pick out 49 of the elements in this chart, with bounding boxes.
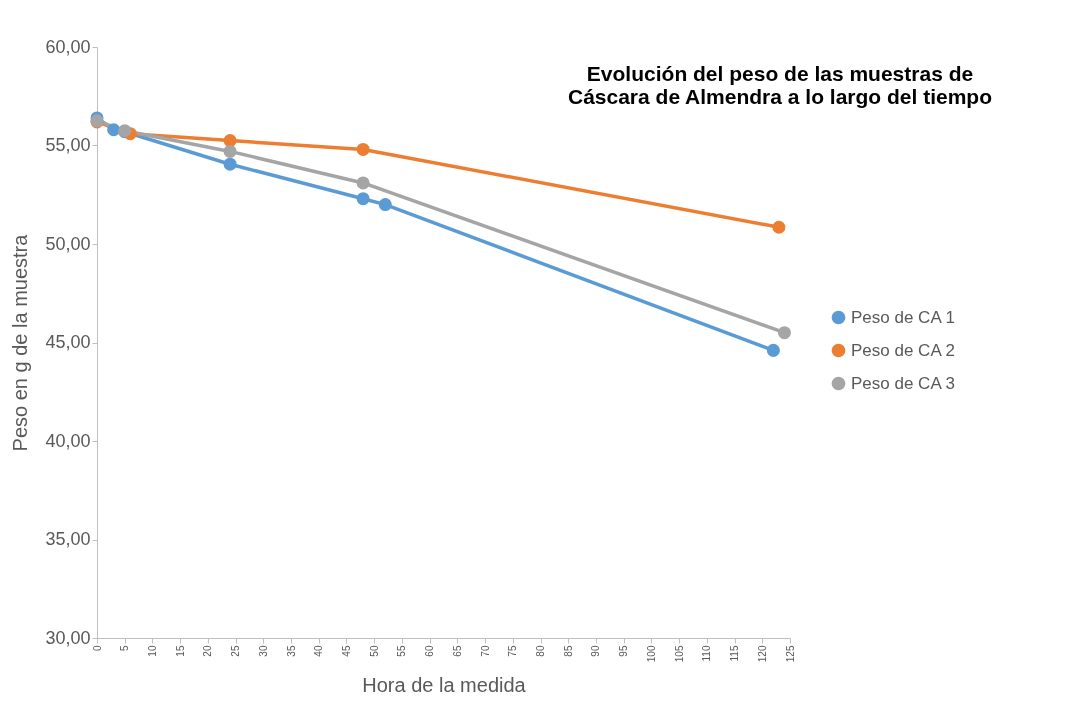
point <box>378 198 392 212</box>
x-tick-label: 70 <box>479 645 491 657</box>
x-tick-label: 0 <box>91 645 103 652</box>
x-axis-title: Hora de la medida <box>362 674 527 697</box>
legend-label: Peso de CA 3 <box>851 373 955 393</box>
text: Evolución del peso de las muestras de Cáscara de Almendra a lo largo del tiempo <box>567 62 993 108</box>
y-tick-label: 55,00 <box>45 135 91 155</box>
y-tick-label: 35,00 <box>45 529 91 549</box>
x-tick-label: 60 <box>424 645 436 657</box>
point <box>356 142 370 156</box>
x-tick-label: 115 <box>729 645 741 662</box>
x-tick-label: 95 <box>618 645 630 657</box>
point <box>356 176 370 190</box>
x-tick-label: 45 <box>340 645 352 657</box>
x-tick-label: 35 <box>285 645 297 657</box>
y-tick-label: 60,00 <box>45 36 91 57</box>
x-tick-label: 40 <box>313 645 325 657</box>
x-tick-label: 90 <box>590 645 602 657</box>
x-tick-label: 65 <box>451 645 463 657</box>
point <box>772 220 786 234</box>
x-tick-label: 15 <box>174 645 186 657</box>
x-tick-label: 50 <box>368 645 380 657</box>
x-tick-label: 25 <box>230 645 242 657</box>
x-tick-label: 110 <box>701 645 713 662</box>
x-tick-label: 120 <box>756 645 768 663</box>
x-tick-label: 105 <box>673 645 685 663</box>
point <box>766 343 780 357</box>
x-tick-label: 30 <box>257 645 269 657</box>
x-tick-label: 10 <box>146 645 158 657</box>
y-tick-label: 40,00 <box>45 430 91 451</box>
point <box>223 144 237 158</box>
y-axis-title: Peso en g de la muestra <box>9 233 32 452</box>
point <box>356 192 370 206</box>
point <box>223 157 237 171</box>
legend-label: Peso de CA 2 <box>851 340 955 360</box>
x-tick-label: 80 <box>535 645 547 657</box>
legend-label: Peso de CA 1 <box>851 307 955 327</box>
x-tick-label: 125 <box>784 645 796 663</box>
y-tick-label: 30,00 <box>45 627 91 648</box>
x-tick-label: 5 <box>119 645 131 652</box>
x-tick-label: 55 <box>396 645 408 657</box>
point <box>107 123 121 137</box>
x-tick-label: 100 <box>645 645 657 663</box>
x-tick-label: 85 <box>562 645 574 657</box>
y-tick-label: 50,00 <box>45 233 91 254</box>
point <box>777 326 791 340</box>
y-tick-label: 45,00 <box>45 332 91 352</box>
x-tick-label: 75 <box>507 645 519 657</box>
x-tick-label: 20 <box>202 645 214 657</box>
